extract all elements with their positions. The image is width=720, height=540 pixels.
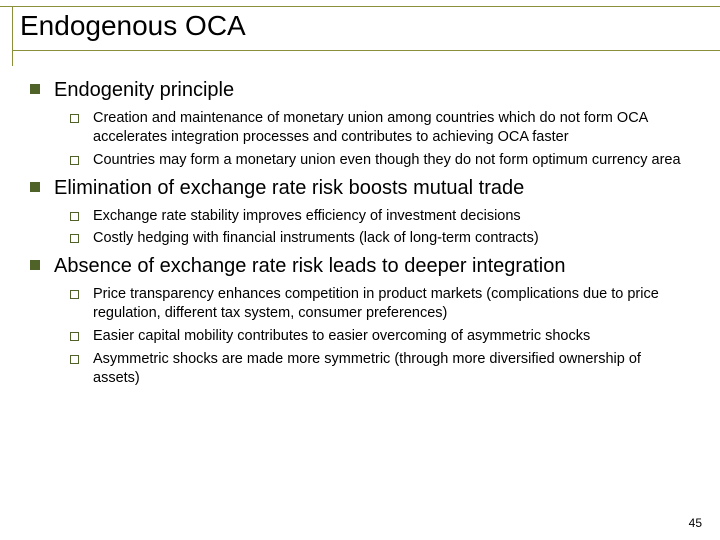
list-item: Price transparency enhances competition …: [70, 285, 690, 323]
list-item: Exchange rate stability improves efficie…: [70, 207, 690, 226]
content-area: Endogenity principle Creation and mainte…: [30, 72, 690, 393]
title-rule-top: [0, 6, 720, 7]
list-item-text: Easier capital mobility contributes to e…: [93, 327, 590, 346]
section-items: Creation and maintenance of monetary uni…: [70, 109, 690, 170]
title-rule-left: [12, 6, 13, 66]
list-item: Countries may form a monetary union even…: [70, 151, 690, 170]
list-item-text: Countries may form a monetary union even…: [93, 151, 681, 170]
section-items: Price transparency enhances competition …: [70, 285, 690, 387]
section-heading: Absence of exchange rate risk leads to d…: [30, 254, 690, 279]
section-items: Exchange rate stability improves efficie…: [70, 207, 690, 249]
title-rule-bottom: [12, 50, 720, 51]
list-item: Easier capital mobility contributes to e…: [70, 327, 690, 346]
list-item-text: Exchange rate stability improves efficie…: [93, 207, 521, 226]
list-item-text: Costly hedging with financial instrument…: [93, 229, 539, 248]
list-item-text: Asymmetric shocks are made more symmetri…: [93, 350, 690, 388]
hollow-square-bullet-icon: [70, 212, 79, 221]
section-heading: Endogenity principle: [30, 78, 690, 103]
section-heading-text: Elimination of exchange rate risk boosts…: [54, 176, 524, 201]
page-number: 45: [689, 516, 702, 530]
slide-title: Endogenous OCA: [20, 10, 246, 42]
square-bullet-icon: [30, 260, 40, 270]
list-item: Creation and maintenance of monetary uni…: [70, 109, 690, 147]
hollow-square-bullet-icon: [70, 332, 79, 341]
hollow-square-bullet-icon: [70, 290, 79, 299]
square-bullet-icon: [30, 84, 40, 94]
list-item: Asymmetric shocks are made more symmetri…: [70, 350, 690, 388]
slide: Endogenous OCA Endogenity principle Crea…: [0, 0, 720, 540]
hollow-square-bullet-icon: [70, 114, 79, 123]
square-bullet-icon: [30, 182, 40, 192]
section-heading-text: Absence of exchange rate risk leads to d…: [54, 254, 565, 279]
section-heading-text: Endogenity principle: [54, 78, 234, 103]
list-item-text: Creation and maintenance of monetary uni…: [93, 109, 690, 147]
list-item: Costly hedging with financial instrument…: [70, 229, 690, 248]
hollow-square-bullet-icon: [70, 355, 79, 364]
section-heading: Elimination of exchange rate risk boosts…: [30, 176, 690, 201]
hollow-square-bullet-icon: [70, 156, 79, 165]
list-item-text: Price transparency enhances competition …: [93, 285, 690, 323]
hollow-square-bullet-icon: [70, 234, 79, 243]
